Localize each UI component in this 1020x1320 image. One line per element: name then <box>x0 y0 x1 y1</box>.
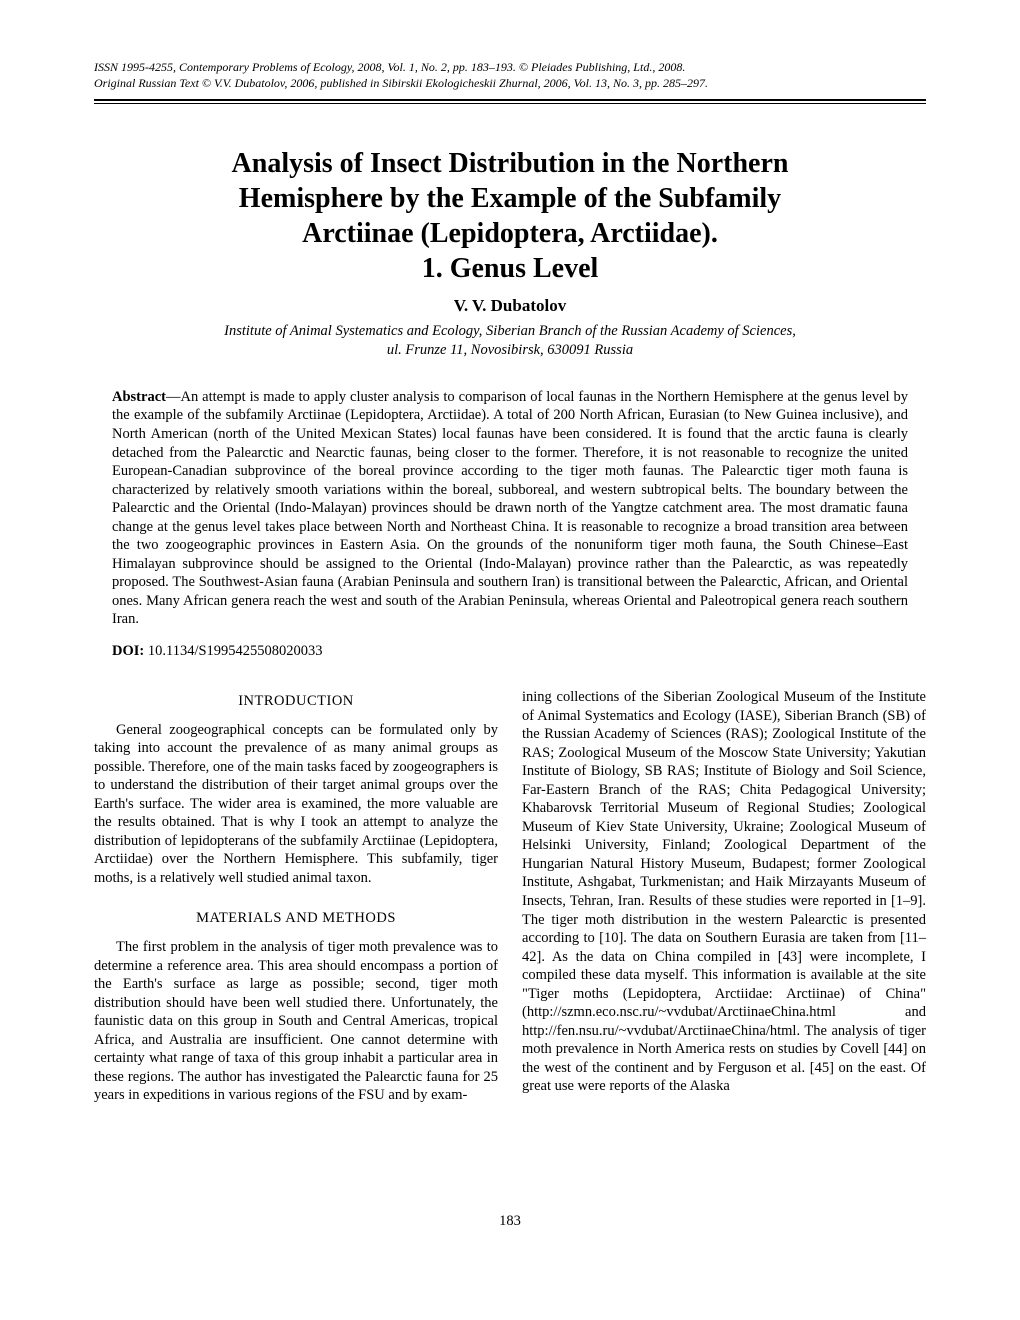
article-title: Analysis of Insect Distribution in the N… <box>94 146 926 286</box>
author-name: V. V. Dubatolov <box>94 296 926 316</box>
title-line-3: Arctiinae (Lepidoptera, Arctiidae). <box>94 216 926 251</box>
abstract-label: Abstract <box>112 389 166 405</box>
meta-line-2: Original Russian Text © V.V. Dubatolov, … <box>94 76 926 92</box>
title-line-4: 1. Genus Level <box>94 251 926 286</box>
introduction-para: General zoogeographical concepts can be … <box>94 721 498 888</box>
introduction-heading: INTRODUCTION <box>94 692 498 711</box>
journal-meta: ISSN 1995-4255, Contemporary Problems of… <box>94 60 926 91</box>
right-column: ining collections of the Siberian Zoolog… <box>522 688 926 1105</box>
methods-para-left: The first problem in the analysis of tig… <box>94 938 498 1105</box>
doi-label: DOI: <box>112 643 144 659</box>
affiliation-line-1: Institute of Animal Systematics and Ecol… <box>94 322 926 341</box>
doi-value: 10.1134/S1995425508020033 <box>148 643 323 659</box>
body-columns: INTRODUCTION General zoogeographical con… <box>94 688 926 1105</box>
title-line-2: Hemisphere by the Example of the Subfami… <box>94 181 926 216</box>
affiliation-line-2: ul. Frunze 11, Novosibirsk, 630091 Russi… <box>94 341 926 360</box>
page-number: 183 <box>499 1213 521 1230</box>
meta-line-1: ISSN 1995-4255, Contemporary Problems of… <box>94 60 926 76</box>
abstract-block: Abstract—An attempt is made to apply clu… <box>112 388 908 629</box>
doi-block: DOI: 10.1134/S1995425508020033 <box>112 643 926 660</box>
page-container: ISSN 1995-4255, Contemporary Problems of… <box>94 60 926 1270</box>
abstract-text: —An attempt is made to apply cluster ana… <box>112 389 908 628</box>
author-affiliation: Institute of Animal Systematics and Ecol… <box>94 322 926 360</box>
title-line-1: Analysis of Insect Distribution in the N… <box>94 146 926 181</box>
left-column: INTRODUCTION General zoogeographical con… <box>94 688 498 1105</box>
methods-para-right: ining collections of the Siberian Zoolog… <box>522 688 926 1096</box>
methods-heading: MATERIALS AND METHODS <box>94 909 498 928</box>
header-divider <box>94 99 926 104</box>
